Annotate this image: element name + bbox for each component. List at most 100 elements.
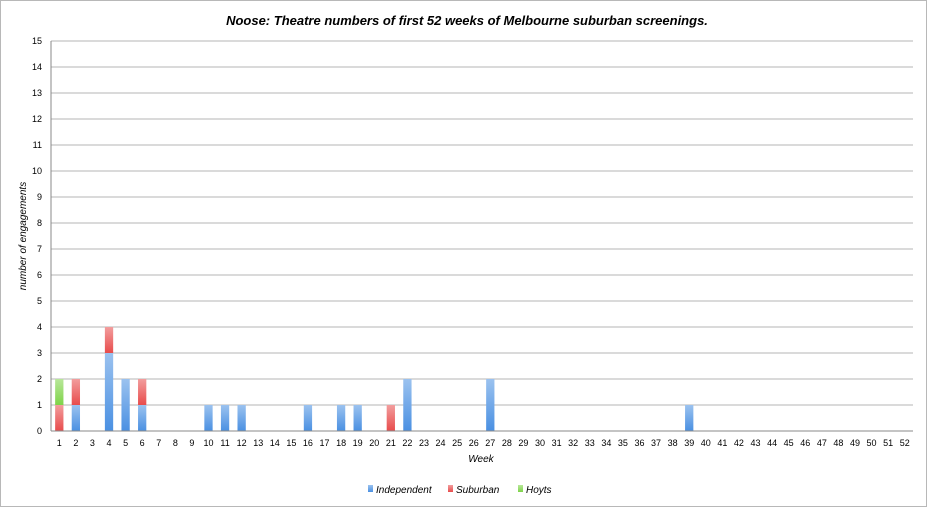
x-tick-label: 22 [402,438,412,448]
x-tick-label: 37 [651,438,661,448]
y-tick-label: 5 [37,296,42,306]
bar-independent-week-4 [104,353,114,431]
bars [55,327,694,431]
x-tick-label: 51 [883,438,893,448]
x-tick-label: 28 [502,438,512,448]
chart-title: Noose: Theatre numbers of first 52 weeks… [226,13,708,28]
x-tick-label: 45 [784,438,794,448]
gridlines [51,40,913,432]
x-tick-label: 9 [189,438,194,448]
x-tick-label: 3 [90,438,95,448]
x-tick-label: 27 [485,438,495,448]
x-tick-labels: 1 2 3 4 5 6 7 8 9 10 11 12 13 14 15 16 17 18 19 20 21 22 23 24 2… [57,438,910,448]
bar-suburban-week-1 [55,405,64,431]
x-tick-label: 50 [867,438,877,448]
bar-independent-week-6 [138,405,147,431]
bar-independent-week-27 [486,379,495,431]
x-tick-label: 12 [237,438,247,448]
x-tick-label: 17 [320,438,330,448]
legend: Independent Suburban Hoyts [368,485,552,496]
x-tick-label: 38 [668,438,678,448]
legend-swatch-independent [368,485,373,492]
x-tick-label: 33 [585,438,595,448]
y-tick-label: 10 [32,166,42,176]
x-tick-label: 16 [303,438,313,448]
x-tick-label: 13 [253,438,263,448]
bar-independent-week-39 [685,405,694,431]
y-tick-label: 2 [37,374,42,384]
x-tick-label: 11 [220,438,229,448]
x-tick-label: 36 [634,438,644,448]
x-tick-label: 34 [601,438,611,448]
x-tick-label: 14 [270,438,280,448]
y-tick-label: 3 [37,348,42,358]
x-tick-label: 24 [436,438,446,448]
bar-independent-week-16 [303,405,313,431]
y-tick-label: 14 [32,62,42,72]
bar-independent-week-18 [336,405,346,431]
x-tick-label: 29 [518,438,528,448]
x-tick-label: 30 [535,438,545,448]
x-tick-label: 25 [452,438,462,448]
bar-suburban-week-4 [104,327,114,353]
bar-suburban-week-21 [386,405,395,431]
x-tick-label: 1 [57,438,62,448]
y-tick-label: 9 [37,192,42,202]
y-tick-label: 12 [32,114,42,124]
y-tick-label: 4 [37,322,42,332]
legend-swatch-suburban [448,485,453,492]
bar-suburban-week-6 [138,379,147,405]
bar-independent-week-11 [220,405,230,431]
x-tick-label: 31 [552,438,562,448]
y-tick-label: 7 [37,244,42,254]
x-tick-label: 20 [369,438,379,448]
bar-independent-week-19 [353,405,362,431]
x-tick-label: 42 [734,438,744,448]
x-tick-label: 10 [203,438,213,448]
legend-swatch-hoyts [518,485,523,492]
legend-label-independent: Independent [376,485,433,496]
x-tick-label: 18 [336,438,346,448]
x-tick-label: 40 [701,438,711,448]
y-tick-label: 11 [33,140,42,150]
x-tick-label: 41 [717,438,727,448]
x-tick-label: 7 [156,438,161,448]
y-tick-label: 8 [37,218,42,228]
x-tick-label: 15 [286,438,296,448]
x-tick-label: 35 [618,438,628,448]
x-tick-label: 47 [817,438,827,448]
x-tick-label: 52 [900,438,910,448]
y-tick-label: 1 [37,400,42,410]
x-axis-title: Week [468,454,494,465]
x-tick-label: 21 [386,438,396,448]
axes [50,41,913,432]
x-tick-label: 46 [800,438,810,448]
bar-suburban-week-2 [71,379,81,405]
x-tick-label: 8 [173,438,178,448]
legend-label-suburban: Suburban [456,485,500,496]
x-tick-label: 6 [140,438,145,448]
x-tick-label: 19 [353,438,363,448]
legend-label-hoyts: Hoyts [526,485,552,496]
bar-independent-week-2 [71,405,81,431]
bar-independent-week-12 [237,405,246,431]
x-tick-label: 43 [751,438,761,448]
x-tick-label: 44 [767,438,777,448]
bar-independent-week-22 [403,379,412,431]
x-tick-label: 49 [850,438,860,448]
x-tick-label: 2 [73,438,78,448]
x-tick-label: 39 [684,438,694,448]
y-tick-label: 0 [37,426,42,436]
x-tick-label: 23 [419,438,429,448]
bar-independent-week-10 [204,405,213,431]
x-tick-label: 32 [568,438,578,448]
y-tick-label: 6 [37,270,42,280]
bar-independent-week-5 [121,379,130,431]
x-tick-label: 4 [107,438,112,448]
y-tick-label: 13 [32,88,42,98]
bar-hoyts-week-1 [55,379,64,405]
y-tick-label: 15 [32,36,42,46]
